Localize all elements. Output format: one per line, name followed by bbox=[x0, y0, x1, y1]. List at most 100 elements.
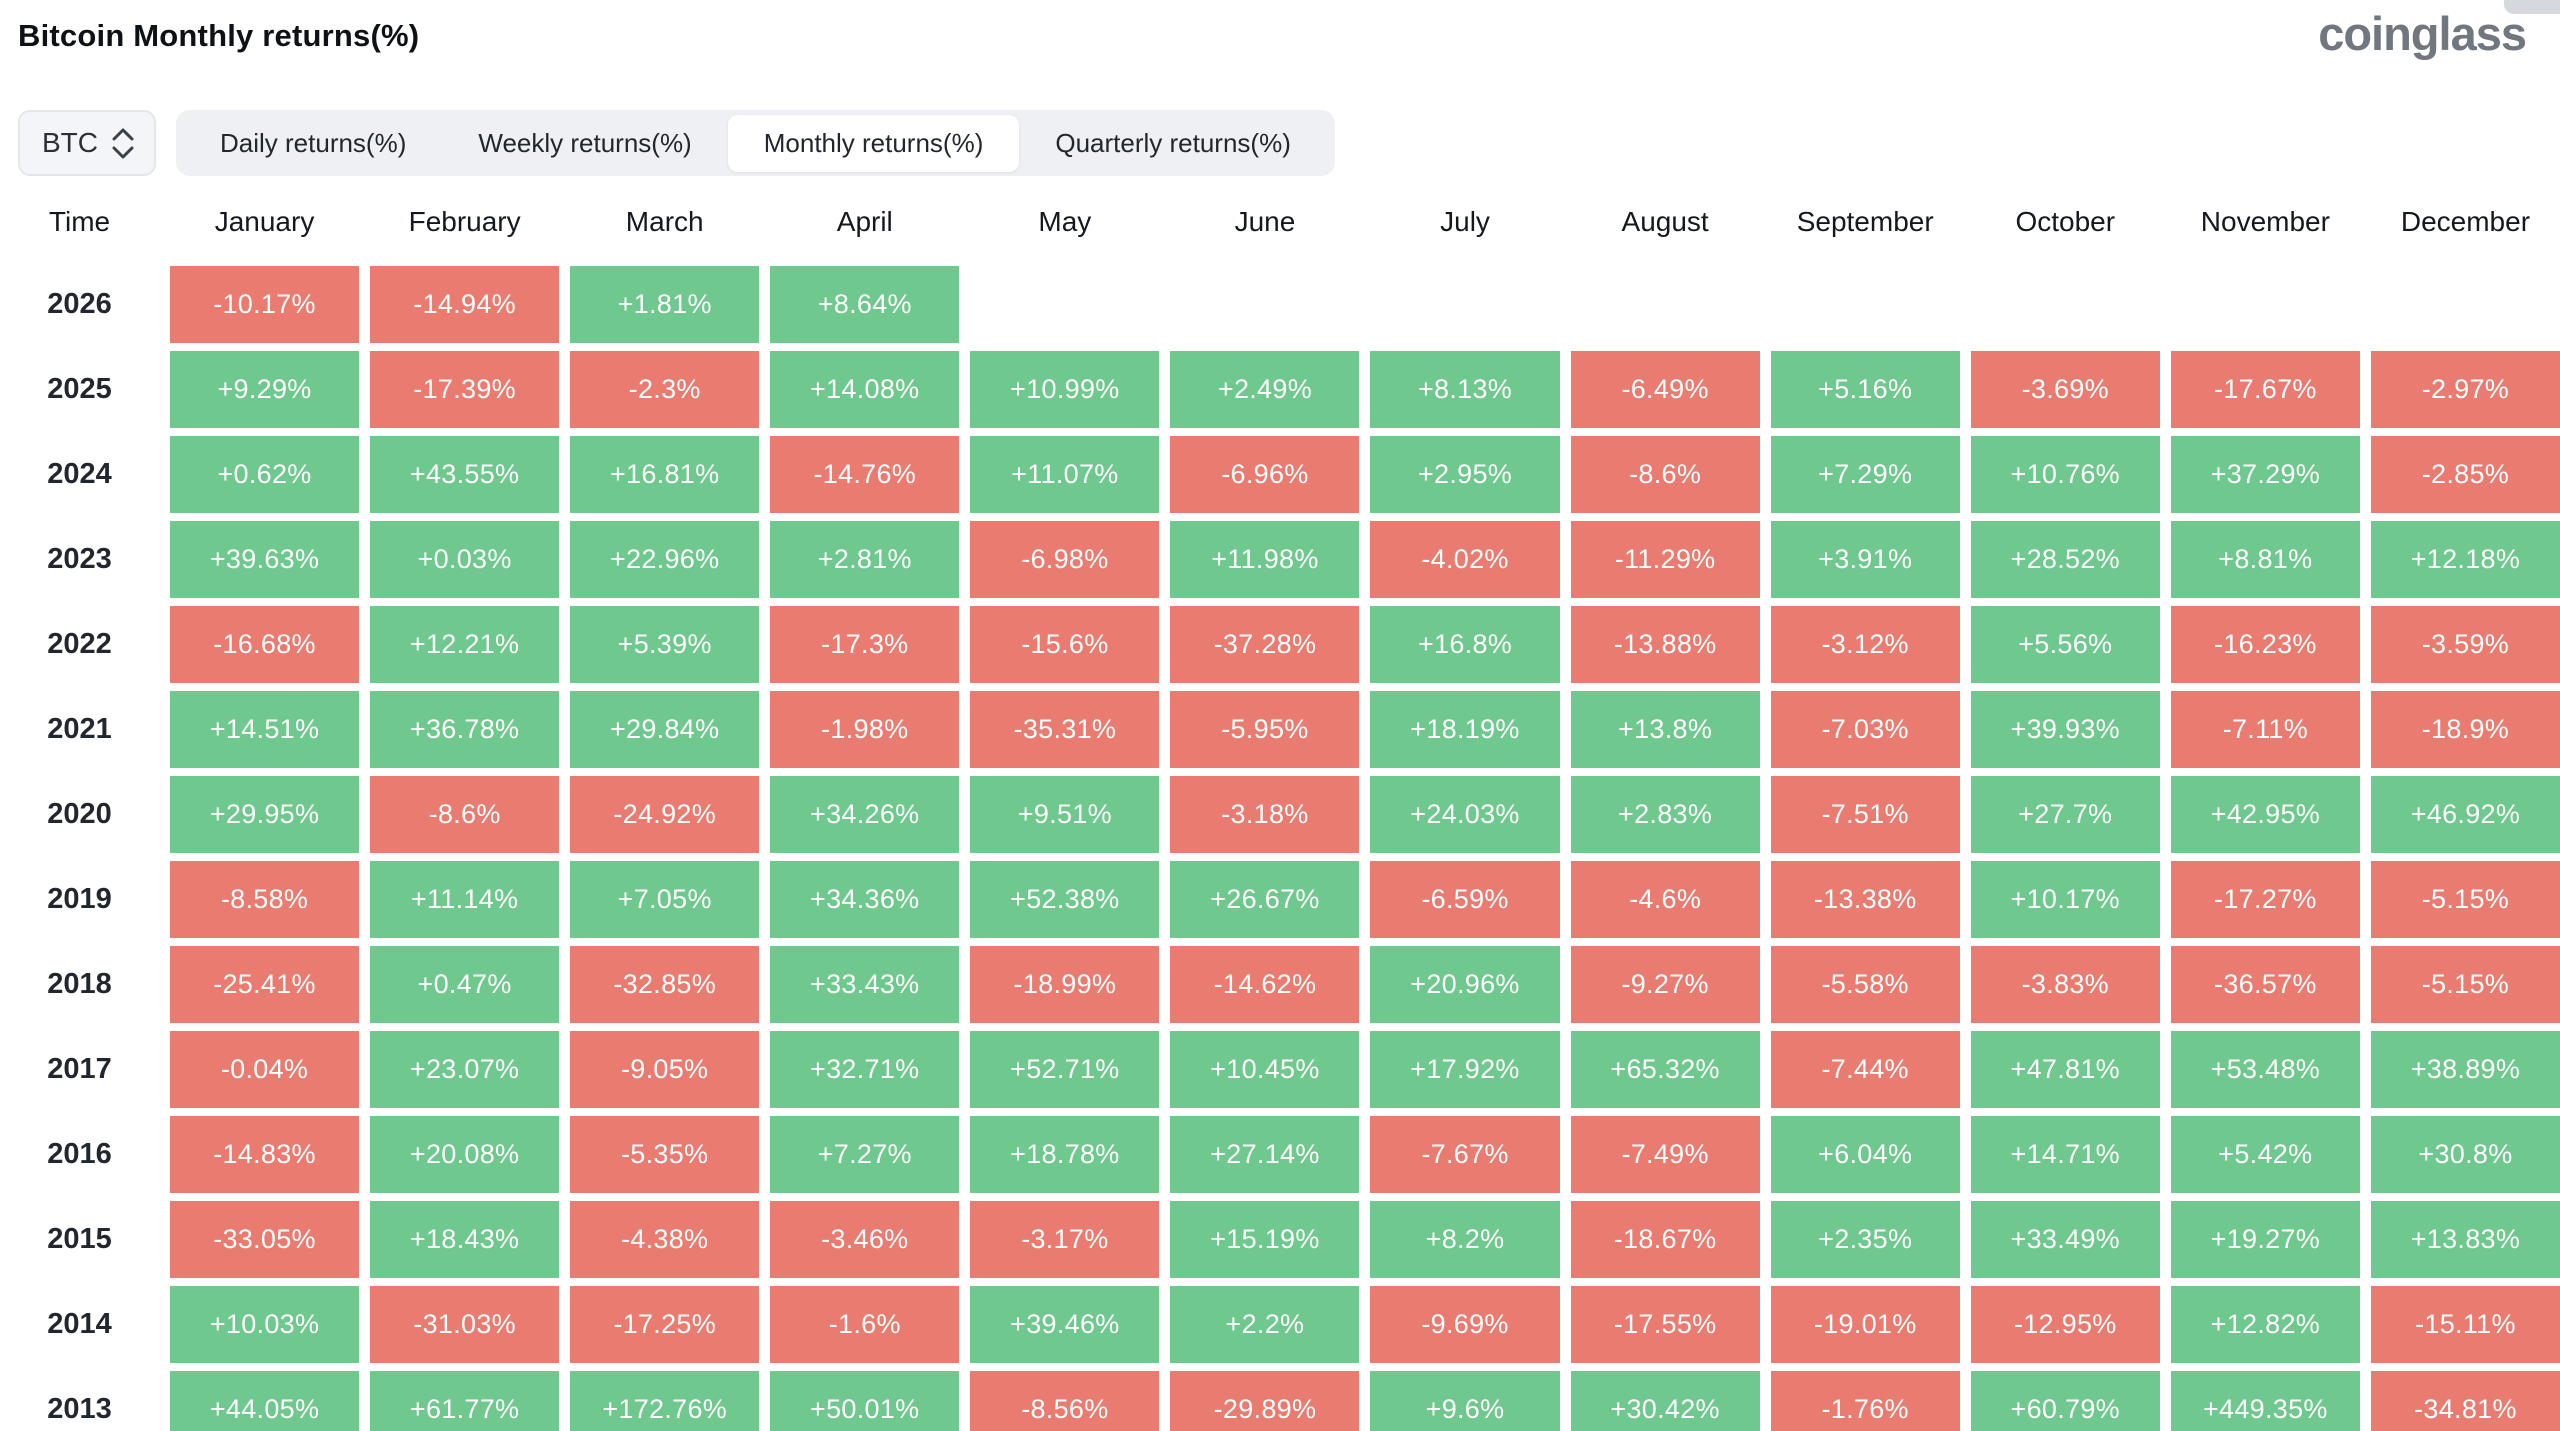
tab-weekly-returns[interactable]: Weekly returns(%) bbox=[478, 127, 692, 158]
return-cell: -15.11% bbox=[2370, 1286, 2560, 1363]
table-row-2014: 2014 +10.03% -31.03% -17.25% -1.6% +39.46% +2.… bbox=[0, 1286, 2560, 1363]
return-cell: -24.92% bbox=[570, 776, 760, 853]
return-cell: +52.38% bbox=[970, 861, 1160, 938]
return-cell: -6.49% bbox=[1570, 351, 1760, 428]
return-cell: -8.56% bbox=[970, 1371, 1160, 1431]
return-cell: -17.3% bbox=[770, 606, 960, 683]
controls-bar: BTC Daily returns(%) Weekly returns(%) Mon… bbox=[0, 110, 2560, 176]
year-label: 2020 bbox=[47, 798, 112, 830]
return-cell: +3.91% bbox=[1770, 521, 1960, 598]
return-cell: -2.85% bbox=[2370, 436, 2560, 513]
return-cell: +13.8% bbox=[1570, 691, 1760, 768]
return-cell: -1.6% bbox=[770, 1286, 960, 1363]
column-header-july: July bbox=[1440, 206, 1490, 237]
return-cell: -36.57% bbox=[2170, 946, 2360, 1023]
table-row-2025: 2025 +9.29% -17.39% -2.3% +14.08% +10.99% +2.4… bbox=[0, 351, 2560, 428]
return-cell: +15.19% bbox=[1170, 1201, 1360, 1278]
year-label: 2026 bbox=[47, 288, 112, 320]
return-cell: +0.62% bbox=[170, 436, 360, 513]
return-cell: +36.78% bbox=[370, 691, 560, 768]
return-cell: +7.29% bbox=[1770, 436, 1960, 513]
return-cell: +33.43% bbox=[770, 946, 960, 1023]
return-cell: +26.67% bbox=[1170, 861, 1360, 938]
table-row-2020: 2020 +29.95% -8.6% -24.92% +34.26% +9.51% -3.1… bbox=[0, 776, 2560, 853]
return-cell: -16.68% bbox=[170, 606, 360, 683]
return-cell: +18.19% bbox=[1370, 691, 1560, 768]
return-cell: +27.14% bbox=[1170, 1116, 1360, 1193]
return-cell: -8.6% bbox=[370, 776, 560, 853]
return-cell: -11.29% bbox=[1570, 521, 1760, 598]
return-cell: +6.04% bbox=[1770, 1116, 1960, 1193]
return-cell: +2.35% bbox=[1770, 1201, 1960, 1278]
return-cell: +8.81% bbox=[2170, 521, 2360, 598]
return-cell: +5.56% bbox=[1970, 606, 2160, 683]
return-cell: +44.05% bbox=[170, 1371, 360, 1431]
return-cell: -29.89% bbox=[1170, 1371, 1360, 1431]
return-cell: -2.97% bbox=[2370, 351, 2560, 428]
tab-quarterly-returns[interactable]: Quarterly returns(%) bbox=[1055, 127, 1291, 158]
table-row-2021: 2021 +14.51% +36.78% +29.84% -1.98% -35.31% -5… bbox=[0, 691, 2560, 768]
return-cell: +2.81% bbox=[770, 521, 960, 598]
return-cell: -14.83% bbox=[170, 1116, 360, 1193]
coin-selector-value: BTC bbox=[42, 127, 98, 158]
return-cell: -3.46% bbox=[770, 1201, 960, 1278]
return-cell: +16.81% bbox=[570, 436, 760, 513]
year-label: 2017 bbox=[47, 1053, 112, 1085]
return-cell: +11.14% bbox=[370, 861, 560, 938]
return-cell: +61.77% bbox=[370, 1371, 560, 1431]
return-cell: +8.13% bbox=[1370, 351, 1560, 428]
tab-monthly-returns[interactable]: Monthly returns(%) bbox=[727, 114, 1020, 172]
return-cell: -5.15% bbox=[2370, 946, 2560, 1023]
table-row-2013: 2013 +44.05% +61.77% +172.76% +50.01% -8.56% -… bbox=[0, 1371, 2560, 1431]
table-row-2019: 2019 -8.58% +11.14% +7.05% +34.36% +52.38% +26… bbox=[0, 861, 2560, 938]
return-cell: -17.27% bbox=[2170, 861, 2360, 938]
return-cell: +5.39% bbox=[570, 606, 760, 683]
coinglass-logo: coinglass bbox=[2318, 7, 2527, 60]
return-cell-empty bbox=[1370, 266, 1559, 343]
return-cell: -34.81% bbox=[2370, 1371, 2560, 1431]
column-header-october: October bbox=[2015, 206, 2116, 237]
return-cell: +29.84% bbox=[570, 691, 760, 768]
return-cell: +10.76% bbox=[1970, 436, 2160, 513]
header: Bitcoin Monthly returns(%) coinglass bbox=[0, 0, 2560, 96]
return-cell-empty bbox=[1771, 266, 1960, 343]
tab-daily-returns[interactable]: Daily returns(%) bbox=[220, 127, 407, 158]
year-label: 2018 bbox=[47, 968, 112, 1000]
column-header-march: March bbox=[625, 206, 704, 237]
return-cell: -31.03% bbox=[370, 1286, 560, 1363]
return-cell: +0.03% bbox=[370, 521, 560, 598]
return-cell: -5.95% bbox=[1170, 691, 1360, 768]
return-cell: -9.69% bbox=[1370, 1286, 1560, 1363]
column-header-december: December bbox=[2400, 206, 2531, 237]
return-cell: -10.17% bbox=[170, 266, 360, 343]
return-cell: -18.67% bbox=[1570, 1201, 1760, 1278]
return-cell: +24.03% bbox=[1370, 776, 1560, 853]
return-cell: +12.82% bbox=[2170, 1286, 2360, 1363]
return-cell: -33.05% bbox=[170, 1201, 360, 1278]
return-cell: -3.17% bbox=[970, 1201, 1160, 1278]
return-cell: +0.47% bbox=[370, 946, 560, 1023]
return-cell: +18.78% bbox=[970, 1116, 1160, 1193]
return-cell-empty bbox=[1571, 266, 1760, 343]
return-cell: -18.99% bbox=[970, 946, 1160, 1023]
coin-selector[interactable]: BTC bbox=[18, 110, 156, 176]
return-cell: +39.63% bbox=[170, 521, 360, 598]
return-cell: +2.49% bbox=[1170, 351, 1360, 428]
return-cell: +8.64% bbox=[770, 266, 960, 343]
return-cell: +60.79% bbox=[1970, 1371, 2160, 1431]
return-cell: +9.29% bbox=[170, 351, 360, 428]
return-cell: -5.58% bbox=[1770, 946, 1960, 1023]
return-cell: -25.41% bbox=[170, 946, 360, 1023]
return-cell: +172.76% bbox=[570, 1371, 760, 1431]
return-cell: +30.42% bbox=[1570, 1371, 1760, 1431]
return-cell: +50.01% bbox=[770, 1371, 960, 1431]
table-row-2026: 2026 -10.17% -14.94% +1.81% +8.64% bbox=[0, 266, 2560, 343]
monthly-returns-table: Time January February March April May June July… bbox=[0, 196, 2560, 1431]
return-cell: +7.05% bbox=[570, 861, 760, 938]
return-cell-empty bbox=[2171, 266, 2360, 343]
column-header-may: May bbox=[1038, 206, 1092, 237]
return-cell: -1.98% bbox=[770, 691, 960, 768]
return-cell: +9.51% bbox=[970, 776, 1160, 853]
return-cell: +10.17% bbox=[1970, 861, 2160, 938]
